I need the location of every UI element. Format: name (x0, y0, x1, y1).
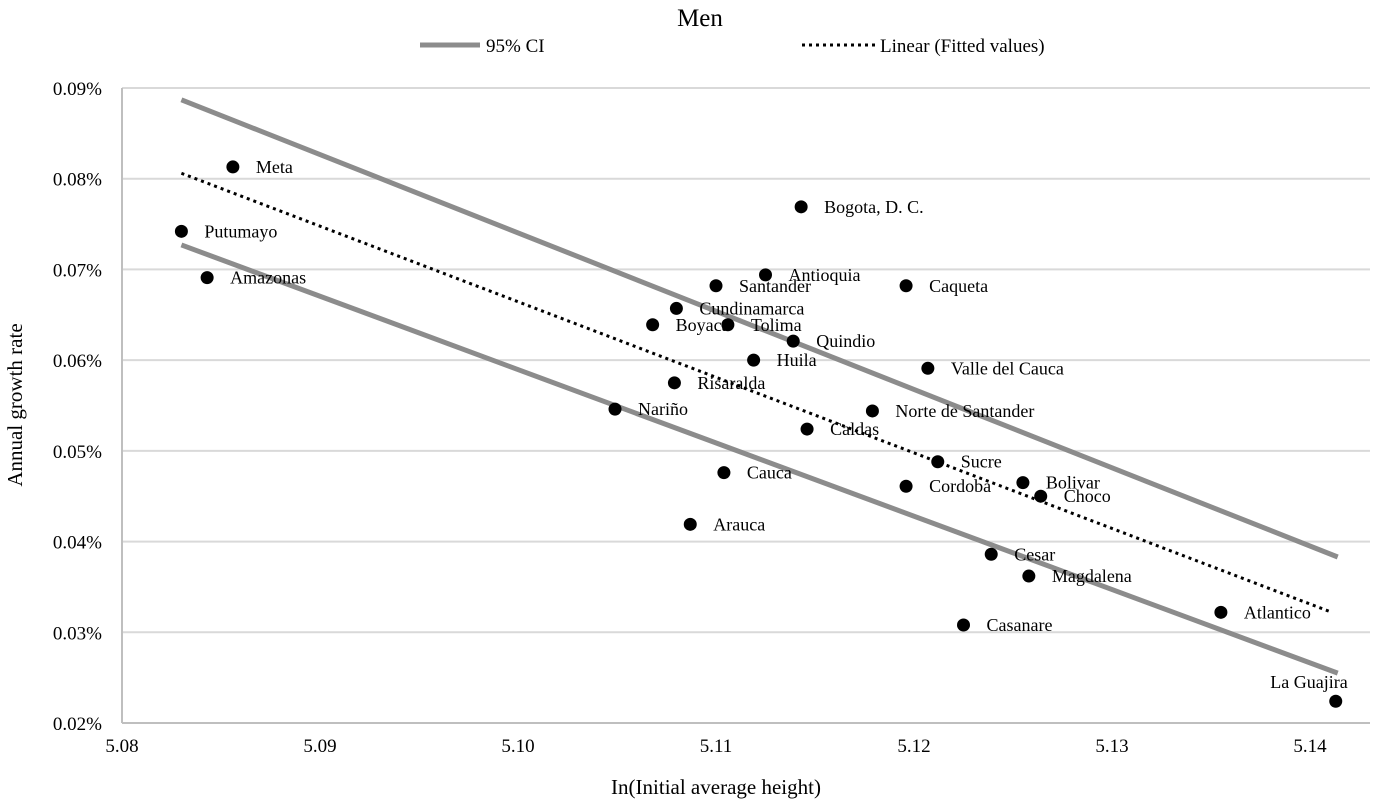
point-label: Boyaca (676, 315, 730, 335)
data-point (721, 318, 735, 332)
point-label: Quindio (816, 331, 875, 351)
data-point (747, 353, 761, 367)
x-tick-label: 5.10 (501, 736, 534, 757)
point-label: Arauca (713, 514, 765, 534)
point-label: Cesar (1014, 544, 1055, 564)
ci-upper-line (180, 97, 1339, 560)
y-tick-label: 0.09% (53, 79, 102, 100)
x-axis-label: In(Initial average height) (611, 775, 821, 799)
point-label: Antioquia (789, 265, 861, 285)
point-label: Cordoba (929, 476, 991, 496)
y-tick-label: 0.07% (53, 260, 102, 281)
point-label: Nariño (638, 399, 688, 419)
point-label: Atlantico (1244, 602, 1311, 622)
y-tick-label: 0.05% (53, 442, 102, 463)
x-tick-label: 5.14 (1293, 736, 1327, 757)
ci-lower-line (180, 242, 1339, 676)
data-point (786, 334, 800, 348)
chart-title: Men (677, 5, 723, 32)
data-point (667, 376, 681, 390)
y-tick-label: 0.02% (53, 714, 102, 735)
point-label: Choco (1064, 486, 1111, 506)
point-label: Valle del Cauca (951, 358, 1064, 378)
point-label: Sucre (961, 452, 1002, 472)
y-axis-ticks: 0.02% 0.03% 0.04% 0.05% 0.06% 0.07% 0.08% 0.09% (53, 79, 102, 735)
data-point (899, 279, 913, 293)
x-tick-label: 5.09 (303, 736, 336, 757)
data-point (200, 271, 214, 285)
x-axis-ticks: 5.08 5.09 5.10 5.11 5.12 5.13 5.14 (105, 736, 1327, 757)
data-point (865, 404, 879, 418)
data-point (1022, 569, 1036, 583)
x-tick-label: 5.11 (700, 736, 733, 757)
point-label: Amazonas (230, 268, 306, 288)
data-point (794, 200, 808, 214)
data-points: Meta Putumayo Amazonas Bogota, D. C. Antioqu… (174, 157, 1348, 708)
point-label: Bolivar (1046, 473, 1100, 493)
data-point (608, 402, 622, 416)
point-label: Cundinamarca (699, 298, 804, 318)
legend-ci-label: 95% CI (486, 36, 545, 57)
data-point (800, 422, 814, 436)
data-point (646, 318, 660, 332)
point-label: Cauca (747, 463, 792, 483)
data-point (1034, 489, 1048, 503)
data-point (957, 618, 970, 632)
data-point (984, 547, 998, 561)
y-tick-label: 0.03% (53, 623, 102, 644)
data-point (1329, 694, 1343, 708)
data-point (759, 268, 772, 282)
point-label: Bogota, D. C. (824, 197, 924, 217)
x-tick-label: 5.08 (105, 736, 138, 757)
point-label: Norte de Santander (895, 401, 1034, 421)
data-point (669, 301, 683, 315)
fitted-line (180, 171, 1333, 614)
point-label: Magdalena (1052, 566, 1132, 586)
data-point (931, 455, 945, 469)
point-label: Meta (256, 157, 293, 177)
point-label: Casanare (987, 615, 1053, 635)
data-point (174, 224, 188, 238)
point-label: Huila (777, 350, 817, 370)
x-tick-label: 5.12 (897, 736, 930, 757)
y-tick-label: 0.06% (53, 351, 102, 372)
point-label: La Guajira (1270, 672, 1347, 692)
point-label: Caldas (830, 419, 879, 439)
data-point (226, 160, 240, 174)
point-label: Putumayo (204, 221, 277, 241)
data-point (921, 361, 935, 375)
data-point (683, 517, 697, 531)
y-axis-label: Annual growth rate (3, 323, 27, 486)
point-label: Risaralda (697, 373, 765, 393)
fit-lines (180, 97, 1339, 676)
x-tick-label: 5.13 (1095, 736, 1128, 757)
data-point (1214, 605, 1228, 619)
data-point (717, 466, 731, 480)
point-label: Tolima (751, 315, 802, 335)
data-point (709, 279, 723, 293)
data-point (899, 479, 913, 493)
y-tick-label: 0.04% (53, 533, 102, 554)
point-label: Caqueta (929, 276, 988, 296)
data-point (1016, 476, 1030, 490)
grid (121, 87, 1370, 724)
legend: 95% CI Linear (Fitted values) (420, 36, 1045, 57)
legend-fitted-label: Linear (Fitted values) (880, 36, 1045, 57)
y-tick-label: 0.08% (53, 170, 102, 191)
point-label: Santander (739, 276, 811, 296)
